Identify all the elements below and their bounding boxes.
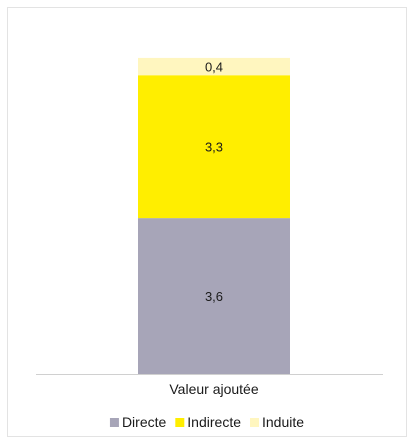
x-tick-label: Valeur ajoutée [169, 381, 258, 397]
bar-segment-indirecte [138, 75, 290, 219]
legend-label-induite: Induite [262, 414, 304, 430]
legend-label-directe: Directe [122, 414, 167, 430]
legend-label-indirecte: Indirecte [187, 414, 241, 430]
legend-swatch-indirecte [175, 418, 185, 427]
bar-segment-induite [138, 57, 290, 76]
legend-swatch-directe [109, 418, 119, 427]
data-label-indirecte: 3,3 [205, 140, 223, 155]
bar-segment-directe [138, 218, 290, 374]
data-label-directe: 3,6 [205, 289, 223, 304]
legend-swatch-induite [250, 418, 260, 427]
data-label-induite: 0,4 [205, 60, 223, 75]
